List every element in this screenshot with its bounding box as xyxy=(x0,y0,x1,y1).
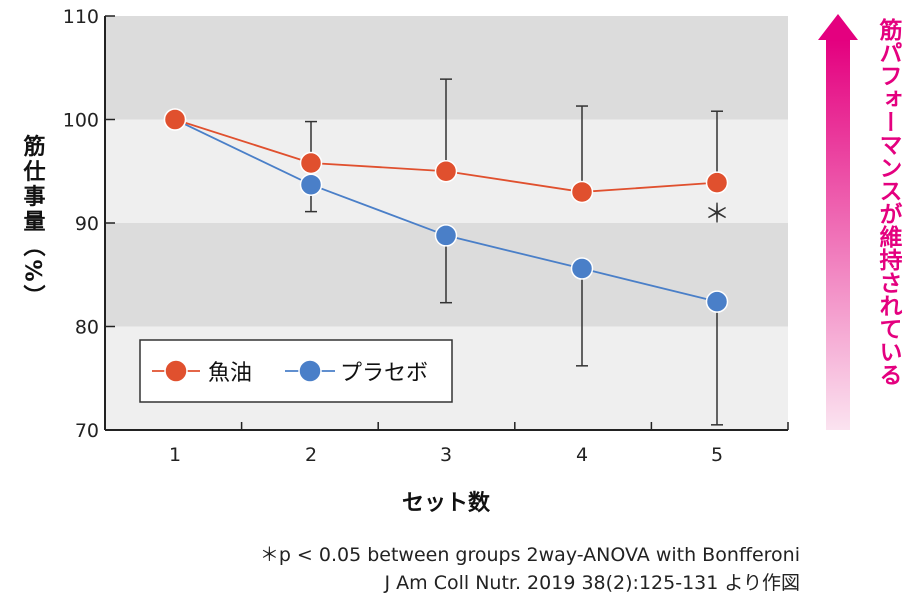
data-point xyxy=(434,160,458,183)
y-tick-label: 110 xyxy=(63,6,99,28)
legend: 魚油 プラセボ xyxy=(139,339,453,403)
data-point xyxy=(299,173,323,196)
error-bars xyxy=(305,78,723,426)
performance-arrow-label: 筋パフォーマンスが維持されている xyxy=(875,17,903,386)
x-axis-title: セット数 xyxy=(402,490,491,516)
data-point xyxy=(705,290,729,313)
data-point xyxy=(570,257,594,280)
data-point xyxy=(299,151,323,175)
data-points xyxy=(163,108,729,313)
arrow-shaft xyxy=(826,40,850,430)
y-tick-label: 80 xyxy=(75,317,99,339)
y-axis-title: 筋仕事量（%） xyxy=(20,134,47,310)
x-tick-label: 5 xyxy=(711,444,723,466)
data-point xyxy=(434,224,458,247)
legend-placebo-label: プラセボ xyxy=(340,361,428,386)
y-tick-label: 100 xyxy=(63,110,99,132)
x-tick-label: 1 xyxy=(169,444,181,466)
x-tick-label: 4 xyxy=(576,444,588,466)
x-tick-label: 2 xyxy=(305,444,317,466)
data-point xyxy=(163,108,187,131)
data-point xyxy=(705,171,729,194)
data-point xyxy=(570,180,594,204)
y-tick-label: 90 xyxy=(75,213,99,235)
source-citation: J Am Coll Nutr. 2019 38(2):125-131 より作図 xyxy=(384,572,800,594)
legend-fish-oil-marker xyxy=(164,359,188,383)
legend-fish-oil-label: 魚油 xyxy=(208,361,252,386)
footnote: ＊p < 0.05 between groups 2way-ANOVA with… xyxy=(259,544,800,566)
y-tick-label: 70 xyxy=(75,420,99,442)
legend-placebo-marker xyxy=(298,359,322,383)
performance-arrow xyxy=(818,14,858,430)
significance-annotation: ＊ xyxy=(704,200,730,230)
arrow-head xyxy=(818,14,858,40)
x-tick-label: 3 xyxy=(440,444,452,466)
axes: 70 80 90 100 110 1 2 3 4 5 xyxy=(63,6,789,466)
